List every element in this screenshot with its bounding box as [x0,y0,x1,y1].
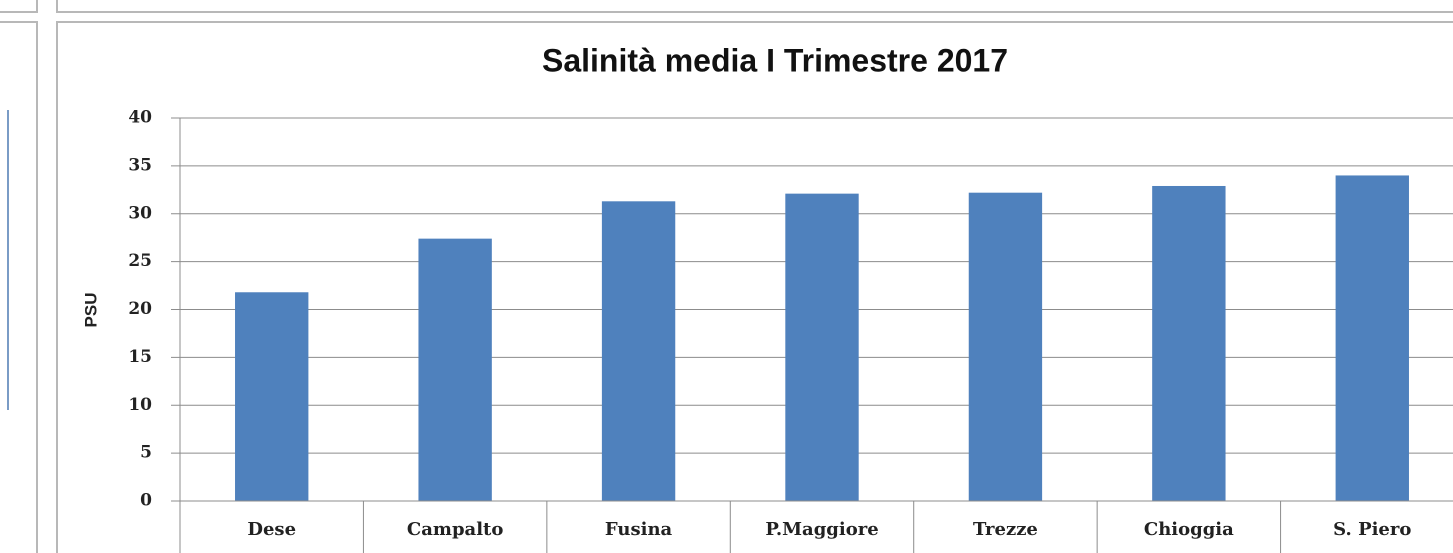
x-tick-label: Trezze [973,519,1038,540]
bar [1152,185,1226,502]
x-tick-label: S. Piero [1333,519,1411,540]
y-tick-label: 5 [140,443,152,463]
y-tick-label: 25 [128,251,152,271]
chart-title: Salinità media I Trimestre 2017 [542,42,1008,78]
bar [601,201,676,502]
bar [235,292,309,501]
y-tick-label: 40 [128,108,152,128]
bar [968,192,1043,501]
bar [418,238,492,501]
y-tick-label: 10 [128,395,152,415]
y-tick-label: 20 [128,299,152,319]
bar [1335,175,1409,501]
x-tick-label: Chioggia [1144,519,1234,540]
y-tick-label: 15 [128,347,152,367]
y-tick-label: 30 [128,203,152,223]
x-tick-label: Fusina [605,519,673,540]
x-tick-label: Dese [247,519,296,540]
x-tick-label: Campalto [407,519,503,540]
y-tick-label: 35 [128,155,152,175]
x-tick-label: P.Maggiore [765,519,878,540]
bar [785,193,859,501]
y-axis-label: PSU [81,293,100,328]
y-tick-label: 0 [140,491,152,511]
